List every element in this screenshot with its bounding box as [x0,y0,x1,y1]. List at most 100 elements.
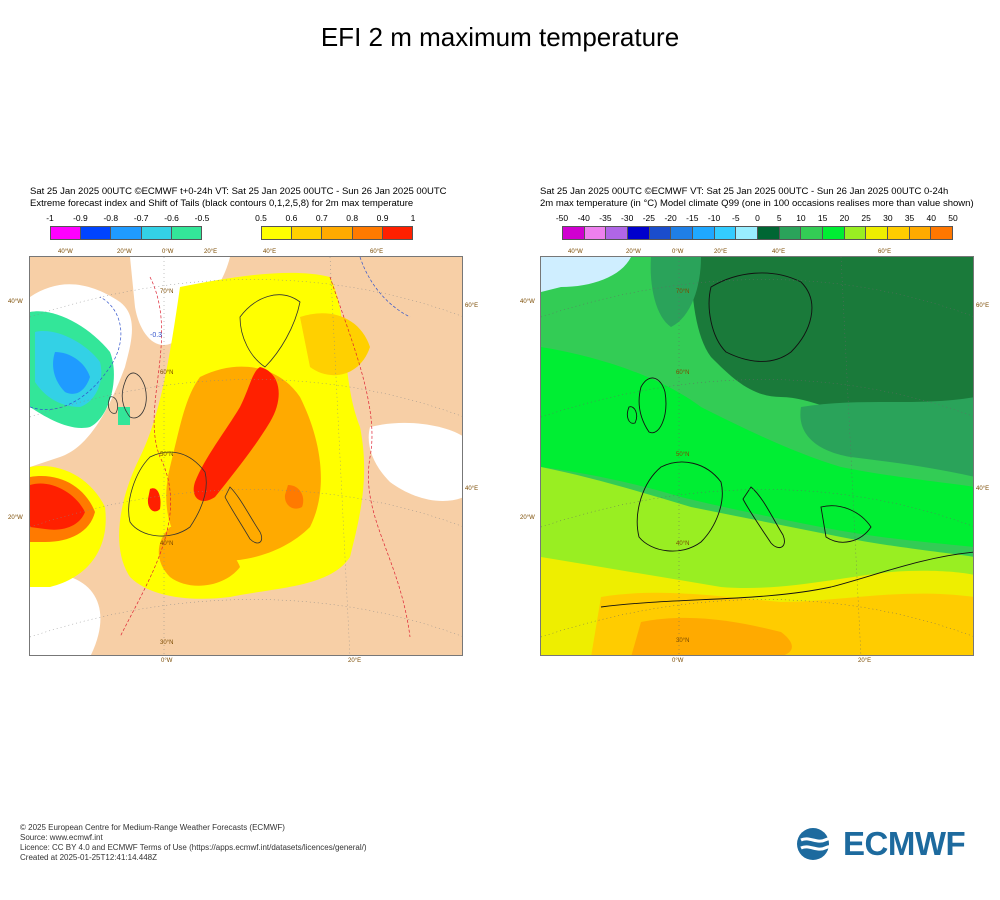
efi-warm-anomaly-scandinavia [300,313,370,376]
efi-neutral-area-east [368,422,462,502]
q99-gridline-2 [541,379,973,418]
temperature-legend-swatch [779,227,802,239]
right-coord-lat-3: 50°N [676,452,690,458]
efi-cold-legend-label: -0.8 [103,213,119,223]
left-coord-top-3: 0°W [162,249,174,255]
efi-cold-legend-swatch [141,227,172,239]
left-coord-bottom-2: 20°E [348,658,362,664]
q99-coast-north-africa [600,551,973,608]
efi-gridline-4 [30,599,462,638]
q99-warm-band [541,467,973,597]
efi-coast-ireland [108,396,118,414]
right-coord-bottom-2: 20°E [858,658,872,664]
temperature-legend-swatch [758,227,780,239]
q99-cool-russia [800,397,973,477]
q99-ice-greenland [541,257,631,292]
left-header-line2: Extreme forecast index and Shift of Tail… [30,198,414,209]
efi-warm-legend-label: 0.7 [315,213,328,223]
efi-cold-legend-label: -0.9 [73,213,88,223]
temperature-legend-label: 25 [861,213,871,223]
right-coord-lat-4: 40°N [676,541,690,547]
temperature-legend-label: -35 [599,213,612,223]
temperature-legend-swatch [801,227,824,239]
left-coord-lat-1: 70°N [160,289,174,295]
q99-cool-norway [650,257,701,327]
temperature-legend-swatch [628,227,650,239]
left-coord-left-2: 20°W [8,515,23,521]
temperature-legend-swatch [844,227,867,239]
efi-cold-legend-swatch [111,227,142,239]
temperature-legend-swatch [909,227,932,239]
q99-sahara-hottest [631,617,792,655]
temperature-legend-label: -20 [664,213,677,223]
right-panel-header: Sat 25 Jan 2025 00UTC ©ECMWF VT: Sat 25 … [540,186,974,210]
temperature-legend-label: 5 [776,213,782,223]
efi-gridline-3 [30,489,462,528]
right-coord-left-2: 20°W [520,515,535,521]
ecmwf-logo-text: ECMWF [843,825,966,862]
temperature-legend-label: 20 [839,213,850,223]
temperature-legend-swatch [693,227,715,239]
left-header-line1: Sat 25 Jan 2025 00UTC ©ECMWF t+0-24h VT:… [30,186,447,197]
right-coord-top-6: 60°E [878,249,892,255]
efi-neutral-area-southwest [30,567,101,655]
temperature-legend-swatch [931,227,953,239]
efi-warm-legend-swatch [262,227,293,239]
q99-coast-greece [820,505,872,543]
footer: © 2025 European Centre for Medium-Range … [20,823,367,863]
temperature-legend-swatch [584,227,607,239]
efi-cold-anomaly-core [53,352,90,394]
q99-map-canvas [541,257,973,655]
efi-coast-italy [224,486,263,544]
ecmwf-logo-icon [797,828,838,860]
efi-extreme-anomaly-central-europe [193,367,279,502]
efi-coast-britain [121,372,147,419]
temperature-legend: -50 -40 -35 -30 -25 -20 -15 -10 -5 0 5 10 15 20 25 30 35… [556,213,958,243]
efi-contour-red-2 [329,276,411,638]
left-coord-left-1: 40°W [8,299,23,305]
right-coord-top-5: 40°E [772,249,786,255]
efi-cold-legend-swatch [81,227,112,239]
efi-warm-anomaly-orange [166,366,321,561]
right-coord-top-4: 20°E [714,249,728,255]
efi-cold-legend-label: -0.7 [133,213,149,223]
efi-warm-legend-swatch [352,227,383,239]
temperature-legend-swatch [671,227,694,239]
q99-coast-britain [638,377,667,434]
efi-cold-legend-label: -0.5 [194,213,210,223]
temperature-legend-label: -25 [642,213,656,223]
left-coord-top-6: 60°E [370,249,384,255]
q99-coast-scandinavia [708,272,813,362]
temperature-legend-swatch [649,227,672,239]
temperature-legend-label: -40 [577,213,590,223]
right-coord-lat-1: 70°N [676,289,690,295]
temperature-legend-label: -50 [555,213,569,223]
efi-warm-legend: 0.5 0.6 0.7 0.8 0.9 1 [255,213,415,243]
q99-coast-ireland [626,406,638,424]
q99-coast-iberia [636,461,723,552]
efi-gridline-1 [30,279,462,318]
left-coord-lat-4: 40°N [160,541,174,547]
efi-warm-legend-swatch [322,227,353,239]
temperature-legend-swatch [823,227,845,239]
footer-source: Source: www.ecmwf.int [20,833,103,842]
footer-copyright: © 2025 European Centre for Medium-Range … [20,823,285,832]
temperature-legend-label: 50 [948,213,958,223]
right-coord-right-2: 40°E [976,486,990,492]
left-panel-header: Sat 25 Jan 2025 00UTC ©ECMWF t+0-24h VT:… [30,186,447,210]
temperature-legend-label: 35 [904,213,915,223]
temperature-legend-label: -30 [621,213,634,223]
left-coord-right-1: 60°E [465,303,479,309]
left-coord-top-2: 20°W [117,249,132,255]
temperature-legend-label: 40 [926,213,936,223]
temperature-legend-label: -5 [731,213,740,223]
ecmwf-logo: ECMWF [795,824,966,864]
temperature-legend-label: -10 [707,213,721,223]
q99-gridline-4 [541,599,973,638]
efi-warm-legend-label: 0.5 [255,213,267,223]
temperature-legend-swatch [866,227,889,239]
efi-warm-legend-swatch [292,227,323,239]
temperature-legend-swatch [563,227,585,239]
right-coord-left-1: 40°W [520,299,535,305]
page-title: EFI 2 m maximum temperature [320,22,680,52]
